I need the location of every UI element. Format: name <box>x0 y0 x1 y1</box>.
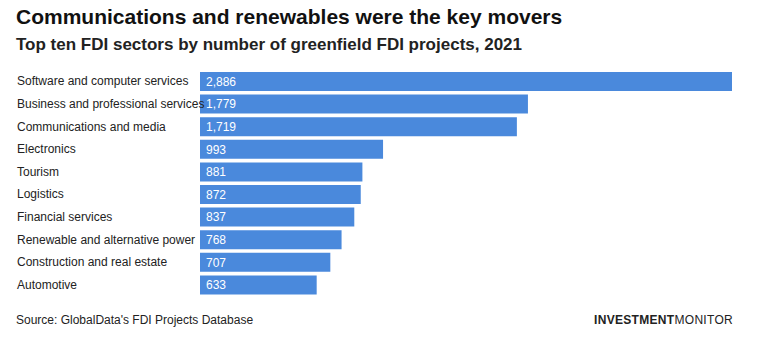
html-text:Top ten FDI sectors by number: Top ten FDI sectors by number of greenfi… <box>16 35 522 54</box>
svg-text:707: 707 <box>206 256 226 270</box>
svg-text:Communications and media: Communications and media <box>17 120 166 134</box>
svg-text:1,719: 1,719 <box>206 120 236 134</box>
svg-text:Renewable and alternative powe: Renewable and alternative power <box>17 233 195 247</box>
svg-text:872: 872 <box>206 188 226 202</box>
svg-text:993: 993 <box>206 143 226 157</box>
svg-text:Construction and real estate: Construction and real estate <box>17 255 167 269</box>
svg-text:1,779: 1,779 <box>206 97 236 111</box>
svg-text:Tourism: Tourism <box>17 165 59 179</box>
svg-text:2,886: 2,886 <box>206 75 236 89</box>
svg-text:Financial services: Financial services <box>17 210 112 224</box>
svg-text:Electronics: Electronics <box>17 142 76 156</box>
svg-text:Software and computer services: Software and computer services <box>17 74 188 88</box>
html-text:Source: GlobalData's FDI Proje: Source: GlobalData's FDI Projects Databa… <box>16 313 254 327</box>
html-text:Communications and renewables: Communications and renewables were the k… <box>16 5 563 28</box>
svg-text:633: 633 <box>206 278 226 292</box>
svg-text:Automotive: Automotive <box>17 278 77 292</box>
svg-text:768: 768 <box>206 233 226 247</box>
svg-text:881: 881 <box>206 165 226 179</box>
svg-text:Logistics: Logistics <box>17 187 64 201</box>
html-text:INVESTMENT MONITOR: INVESTMENT MONITOR <box>594 313 733 327</box>
svg-text:Business and professional serv: Business and professional services <box>17 97 204 111</box>
svg-text:837: 837 <box>206 210 226 224</box>
